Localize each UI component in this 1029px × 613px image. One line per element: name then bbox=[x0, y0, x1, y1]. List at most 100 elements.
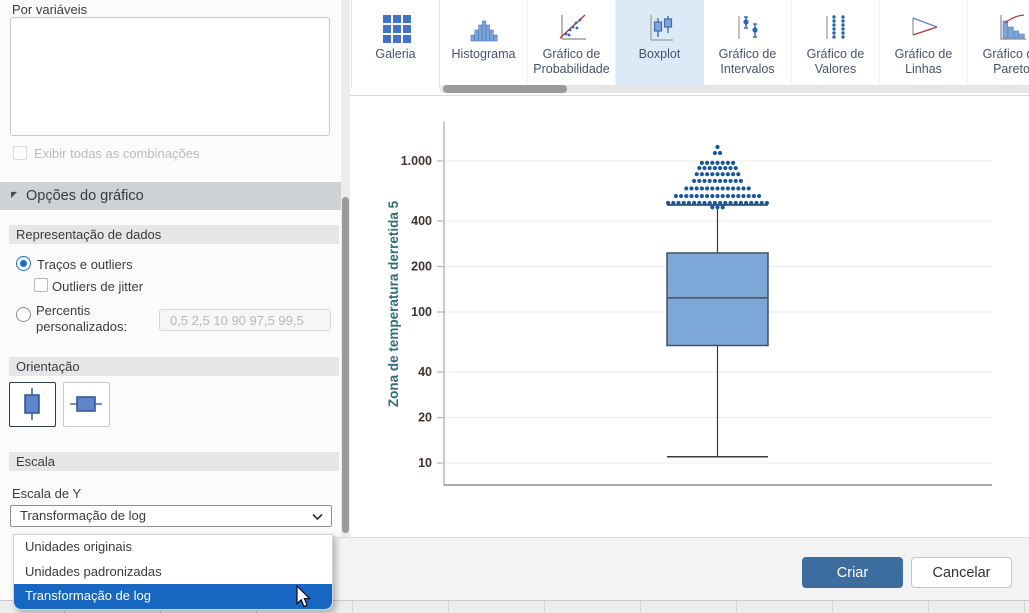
y-tick-label: 10 bbox=[418, 456, 432, 470]
create-button[interactable]: Criar bbox=[802, 557, 903, 588]
y-scale-dropdown-list: Unidades originais Unidades padronizadas T… bbox=[13, 534, 333, 610]
outlier-dot bbox=[684, 193, 689, 199]
y-scale-select[interactable]: Transformação de log bbox=[10, 505, 332, 527]
gallery-item-label: Galeria bbox=[375, 47, 416, 61]
outlier-dot bbox=[746, 193, 751, 199]
outlier-dot bbox=[705, 172, 710, 177]
outlier-dot bbox=[689, 186, 694, 191]
outlier-dot bbox=[681, 200, 686, 206]
gallery-scrollbar-thumb[interactable] bbox=[443, 85, 567, 93]
outlier-dot bbox=[757, 193, 762, 199]
custom-percentiles-input[interactable] bbox=[159, 309, 331, 331]
outlier-dot bbox=[673, 193, 678, 199]
dropdown-option[interactable]: Unidades padronizadas bbox=[25, 563, 162, 579]
outlier-dot bbox=[720, 193, 725, 199]
y-tick-label: 200 bbox=[411, 260, 432, 274]
outlier-dot bbox=[718, 165, 723, 171]
outlier-dot bbox=[733, 165, 738, 171]
horizontal-boxplot-icon bbox=[70, 396, 102, 412]
outlier-dot bbox=[736, 186, 741, 191]
gallery-item-label: Boxplot bbox=[638, 47, 681, 61]
show-all-combinations-checkbox[interactable] bbox=[13, 146, 27, 160]
outlier-dot bbox=[720, 205, 725, 210]
worksheet-column-divider bbox=[928, 601, 929, 613]
outlier-dot bbox=[731, 186, 736, 191]
gallery-item-gr-fico-de-valores[interactable]: Gráfico de Valores bbox=[792, 0, 880, 88]
outlier-dot bbox=[692, 178, 697, 184]
vertical-orientation-button[interactable] bbox=[9, 382, 56, 427]
outlier-dot bbox=[710, 160, 715, 165]
chart-options-section-header[interactable]: ◤ Opções do gráfico bbox=[0, 182, 341, 210]
worksheet-column-divider bbox=[640, 601, 641, 613]
y-scale-label: Escala de Y bbox=[12, 486, 82, 501]
box bbox=[666, 252, 769, 347]
outlier-dot bbox=[679, 193, 684, 199]
custom-percentiles-radio[interactable] bbox=[16, 307, 31, 322]
outlier-dot bbox=[699, 193, 704, 199]
outlier-dot bbox=[736, 172, 741, 177]
outlier-dot bbox=[712, 150, 717, 156]
gallery-item-gr-fico-de-pareto[interactable]: Gráfico de Pareto bbox=[968, 0, 1029, 88]
jitter-outliers-checkbox[interactable] bbox=[34, 278, 48, 292]
gallery-item-label: Gráfico de Valores bbox=[806, 47, 865, 76]
gallery-item-label: Gráfico de Intervalos bbox=[718, 47, 777, 76]
dropdown-option[interactable]: Transformação de log bbox=[14, 584, 332, 609]
collapse-triangle-icon: ◤ bbox=[11, 190, 18, 199]
y-tick-label: 20 bbox=[418, 411, 432, 425]
outlier-dot bbox=[764, 200, 769, 206]
options-panel: Por variáveis Exibir todas as combinaçõe… bbox=[0, 0, 341, 613]
by-variables-input[interactable] bbox=[10, 17, 330, 136]
gallery-item-gr-fico-de-probabilidade[interactable]: Gráfico de Probabilidade bbox=[528, 0, 616, 88]
dropdown-option[interactable]: Unidades originais bbox=[25, 539, 132, 554]
outlier-dot bbox=[754, 200, 759, 206]
cancel-button[interactable]: Cancelar bbox=[911, 557, 1012, 588]
outlier-dot bbox=[676, 200, 681, 206]
gallery-item-label: Gráfico de Pareto bbox=[982, 47, 1029, 76]
outlier-dot bbox=[715, 205, 720, 210]
custom-percentiles-label-line1: Percentis bbox=[36, 303, 91, 318]
custom-percentiles-label-line2: personalizados: bbox=[36, 319, 128, 334]
horizontal-orientation-button[interactable] bbox=[63, 382, 110, 427]
chevron-down-icon bbox=[312, 513, 323, 521]
outlier-dot bbox=[738, 178, 743, 184]
whiskers-outliers-radio[interactable] bbox=[16, 256, 31, 271]
outlier-dot bbox=[707, 200, 712, 206]
gallery-item-gr-fico-de-linhas[interactable]: Gráfico de Linhas bbox=[880, 0, 968, 88]
gallery-item-galeria[interactable]: Galeria bbox=[352, 0, 440, 88]
outlier-dot bbox=[720, 172, 725, 177]
gallery-item-label: Histograma bbox=[451, 47, 516, 61]
pareto-chart-icon bbox=[995, 11, 1029, 45]
gallery-item-label: Gráfico de Linhas bbox=[894, 47, 953, 76]
gallery-item-histograma[interactable]: Histograma bbox=[440, 0, 528, 88]
outlier-dot bbox=[710, 193, 715, 199]
gallery-item-gr-fico-de-intervalos[interactable]: Gráfico de Intervalos bbox=[704, 0, 792, 88]
y-scale-selected-value: Transformação de log bbox=[20, 508, 146, 523]
outlier-dot bbox=[731, 160, 736, 165]
outlier-dot bbox=[733, 200, 738, 206]
outlier-dot bbox=[712, 200, 717, 206]
outlier-dot bbox=[715, 186, 720, 191]
panel-scrollbar-thumb[interactable] bbox=[342, 197, 349, 533]
outlier-dot bbox=[712, 165, 717, 171]
outlier-dot bbox=[710, 172, 715, 177]
outlier-dot bbox=[749, 200, 754, 206]
chart-gallery-toolbar: Galeria Histograma Gráfico de Probabilidad… bbox=[351, 0, 1029, 88]
gallery-scrollbar-track[interactable] bbox=[440, 85, 1029, 93]
outlier-dot bbox=[731, 193, 736, 199]
scale-header: Escala bbox=[9, 452, 339, 471]
outlier-dot bbox=[702, 178, 707, 184]
worksheet-column-divider bbox=[352, 601, 353, 613]
outlier-dot bbox=[666, 200, 671, 206]
outlier-dot bbox=[710, 205, 715, 210]
outlier-dot bbox=[723, 165, 728, 171]
outlier-dot bbox=[733, 178, 738, 184]
outlier-dot bbox=[705, 186, 710, 191]
mouse-cursor bbox=[296, 585, 311, 608]
outlier-dot bbox=[728, 178, 733, 184]
outlier-dot bbox=[741, 186, 746, 191]
outlier-dot bbox=[697, 178, 702, 184]
outlier-dot bbox=[697, 165, 702, 171]
boxplot-icon bbox=[643, 11, 677, 45]
gallery-item-boxplot[interactable]: Boxplot bbox=[616, 0, 704, 88]
